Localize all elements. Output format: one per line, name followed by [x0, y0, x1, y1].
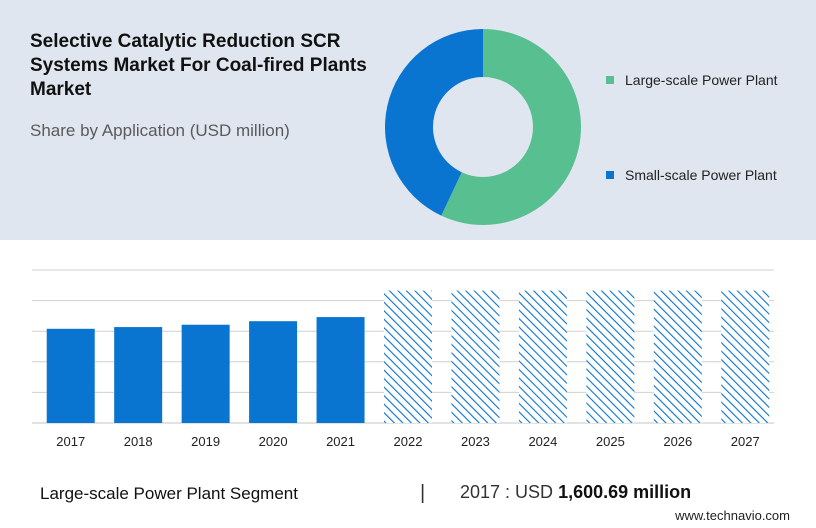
header-panel: Selective Catalytic Reduction SCR System…: [0, 0, 816, 240]
chart-title: Selective Catalytic Reduction SCR System…: [30, 31, 367, 100]
brand-watermark: www.technavio.com: [675, 508, 790, 523]
bar-2017: [46, 328, 95, 423]
x-tick-label: 2026: [663, 434, 692, 449]
legend-label: Large-scale Power Plant: [625, 72, 778, 88]
x-tick-label: 2019: [191, 434, 220, 449]
x-tick-label: 2018: [124, 434, 153, 449]
segment-label: Large-scale Power Plant Segment: [40, 484, 298, 503]
bar-2020: [249, 321, 298, 423]
donut-slice-small-scale: [385, 29, 483, 216]
footer-separator: |: [420, 482, 426, 504]
x-tick-label: 2022: [394, 434, 423, 449]
bar-forecast-2026: [653, 290, 702, 423]
bar-forecast-2025: [586, 290, 635, 423]
legend-label: Small-scale Power Plant: [625, 167, 777, 183]
chart-subtitle: Share by Application (USD million): [30, 121, 290, 140]
bar-forecast-2022: [384, 290, 432, 423]
segment-value: 2017 : USD 1,600.69 million: [460, 482, 691, 503]
legend-swatch: [606, 171, 614, 179]
x-tick-label: 2023: [461, 434, 490, 449]
legend-item: Large-scale Power Plant: [606, 72, 778, 88]
bar-forecast-2027: [721, 290, 770, 423]
x-tick-label: 2024: [528, 434, 557, 449]
x-tick-label: 2021: [326, 434, 355, 449]
bar-2018: [114, 327, 163, 423]
donut-slice-large-scale: [441, 29, 581, 225]
value-prefix: 2017 : USD: [460, 482, 559, 502]
x-tick-label: 2017: [56, 434, 85, 449]
bar-2021: [316, 317, 365, 423]
donut-chart: [385, 29, 581, 225]
x-tick-label: 2025: [596, 434, 625, 449]
value-number: 1,600.69 million: [558, 482, 692, 502]
legend-swatch: [606, 76, 614, 84]
bar-2019: [181, 324, 230, 423]
bar-forecast-2023: [451, 290, 500, 423]
bar-forecast-2024: [518, 290, 567, 423]
legend-item: Small-scale Power Plant: [606, 167, 777, 183]
bar-chart: 2017 2018 2019 2020 2021 2022 2023 2024 2025 2026…: [32, 269, 774, 449]
x-tick-label: 2020: [259, 434, 288, 449]
x-tick-label: 2027: [731, 434, 760, 449]
